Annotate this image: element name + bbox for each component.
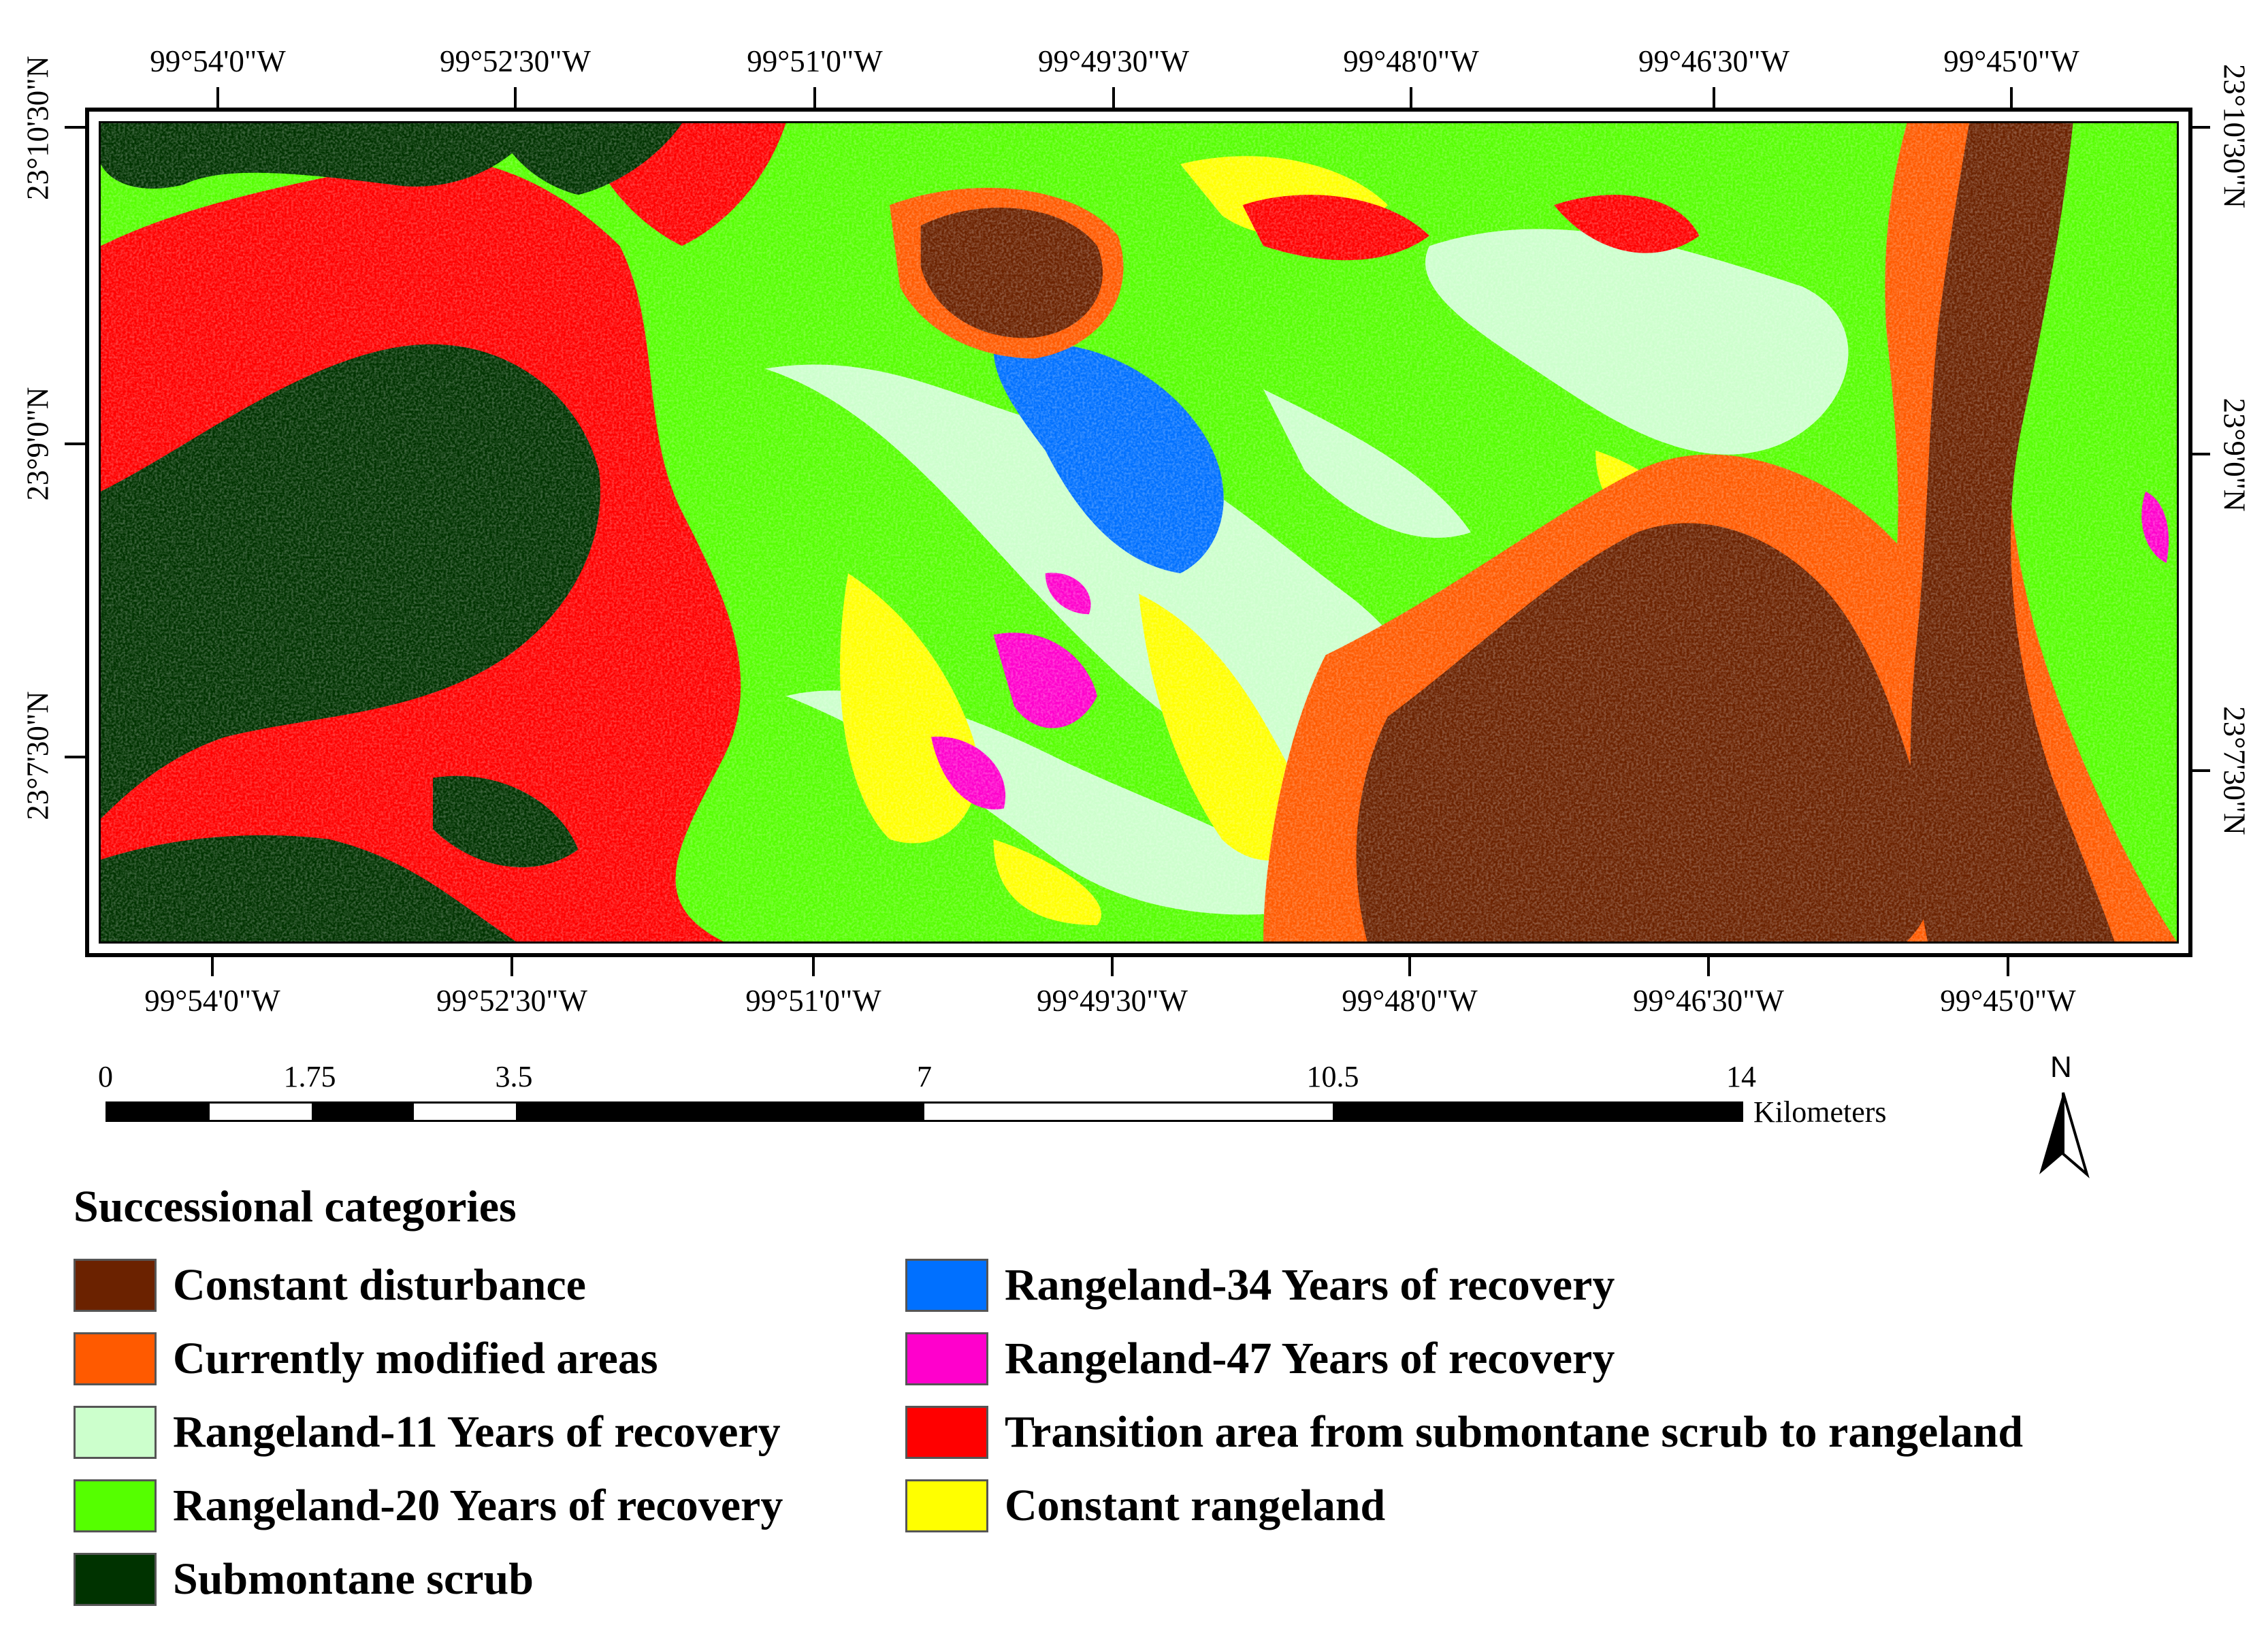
legend-item: Rangeland-20 Years of recovery: [74, 1479, 783, 1533]
scale-unit-label: Kilometers: [1753, 1095, 1887, 1129]
top-longitude-label: 99°49'30"W: [1038, 44, 1189, 78]
legend-swatch: [74, 1479, 157, 1532]
scale-bar-segment: [108, 1104, 210, 1120]
legend-item: Submontane scrub: [74, 1552, 534, 1607]
right-tick: [2192, 453, 2210, 455]
right-tick: [2192, 126, 2210, 129]
scale-bar-segment: [924, 1104, 1333, 1120]
legend-item: Rangeland-47 Years of recovery: [905, 1332, 1615, 1386]
bottom-longitude-label: 99°45'0"W: [1940, 984, 2076, 1018]
bottom-longitude-label: 99°51'0"W: [745, 984, 881, 1018]
bottom-longitude-label: 99°46'30"W: [1633, 984, 1784, 1018]
top-longitude-label: 99°52'30"W: [440, 44, 591, 78]
scale-bar-segment: [414, 1104, 516, 1120]
legend-item: Constant disturbance: [74, 1258, 586, 1313]
legend-label: Currently modified areas: [173, 1334, 658, 1383]
scale-label: 3.5: [495, 1060, 533, 1093]
legend-label: Rangeland-20 Years of recovery: [173, 1481, 783, 1530]
legend-label: Transition area from submontane scrub to…: [1005, 1407, 2024, 1457]
bottom-longitude-label: 99°48'0"W: [1342, 984, 1478, 1018]
top-tick: [1112, 87, 1115, 108]
scale-label: 0: [98, 1060, 113, 1093]
scale-bar-segment: [210, 1104, 312, 1120]
right-tick: [2192, 769, 2210, 772]
scale-bar-segment: [516, 1104, 924, 1120]
legend-swatch: [74, 1332, 157, 1385]
legend-item: Constant rangeland: [905, 1479, 1385, 1533]
legend-label: Rangeland-34 Years of recovery: [1005, 1260, 1615, 1310]
scale-label: 10.5: [1306, 1060, 1359, 1093]
legend-item: Currently modified areas: [74, 1332, 658, 1386]
bottom-tick: [211, 957, 214, 976]
legend-swatch: [905, 1259, 988, 1312]
top-tick: [813, 87, 816, 108]
legend-title: Successional categories: [74, 1182, 517, 1232]
bottom-longitude-label: 99°49'30"W: [1037, 984, 1188, 1018]
left-latitude-label: 23°7'30"N: [20, 691, 55, 820]
north-arrow-label: N: [2050, 1050, 2072, 1084]
scale-bar-segment: [1333, 1104, 1741, 1120]
bottom-tick: [1408, 957, 1411, 976]
top-tick: [1713, 87, 1715, 108]
bottom-tick: [812, 957, 815, 976]
legend-item: Transition area from submontane scrub to…: [905, 1405, 2023, 1460]
legend-label: Constant disturbance: [173, 1260, 586, 1310]
legend-label: Rangeland-47 Years of recovery: [1005, 1334, 1615, 1383]
bottom-tick: [2007, 957, 2009, 976]
top-longitude-label: 99°51'0"W: [747, 44, 883, 78]
bottom-longitude-label: 99°54'0"W: [144, 984, 280, 1018]
bottom-longitude-label: 99°52'30"W: [436, 984, 587, 1018]
top-longitude-label: 99°48'0"W: [1343, 44, 1479, 78]
legend-label: Constant rangeland: [1005, 1481, 1386, 1530]
legend-swatch: [74, 1259, 157, 1312]
north-arrow-icon: [2039, 1092, 2090, 1178]
map-frame: [85, 108, 2192, 957]
legend-swatch: [74, 1406, 157, 1459]
classification-raster: [99, 121, 2179, 944]
top-tick: [514, 87, 517, 108]
legend-swatch: [905, 1406, 988, 1459]
legend-swatch: [74, 1553, 157, 1606]
scale-bar: [106, 1101, 1743, 1122]
legend-swatch: [905, 1332, 988, 1385]
top-tick: [1410, 87, 1412, 108]
classification-raster-image: [101, 123, 2177, 942]
left-tick: [65, 126, 85, 129]
legend-swatch: [905, 1479, 988, 1532]
top-tick: [216, 87, 219, 108]
left-latitude-label: 23°9'0"N: [20, 387, 55, 501]
scale-bar-segment: [312, 1104, 414, 1120]
left-latitude-label: 23°10'30"N: [20, 56, 55, 200]
left-tick: [65, 443, 85, 445]
left-tick: [65, 756, 85, 758]
legend-label: Submontane scrub: [173, 1554, 534, 1604]
top-longitude-label: 99°54'0"W: [150, 44, 286, 78]
top-longitude-label: 99°45'0"W: [1943, 44, 2079, 78]
legend-item: Rangeland-34 Years of recovery: [905, 1258, 1615, 1313]
bottom-tick: [1707, 957, 1710, 976]
scale-label: 1.75: [283, 1060, 336, 1093]
legend-label: Rangeland-11 Years of recovery: [173, 1407, 781, 1457]
top-longitude-label: 99°46'30"W: [1638, 44, 1789, 78]
bottom-tick: [511, 957, 513, 976]
bottom-tick: [1111, 957, 1114, 976]
legend-item: Rangeland-11 Years of recovery: [74, 1405, 781, 1460]
scale-label: 7: [917, 1060, 932, 1093]
right-latitude-label: 23°9'0"N: [2217, 398, 2252, 512]
right-latitude-label: 23°10'30"N: [2217, 64, 2252, 208]
scale-label: 14: [1726, 1060, 1756, 1093]
right-latitude-label: 23°7'30"N: [2217, 706, 2252, 835]
top-tick: [2010, 87, 2013, 108]
